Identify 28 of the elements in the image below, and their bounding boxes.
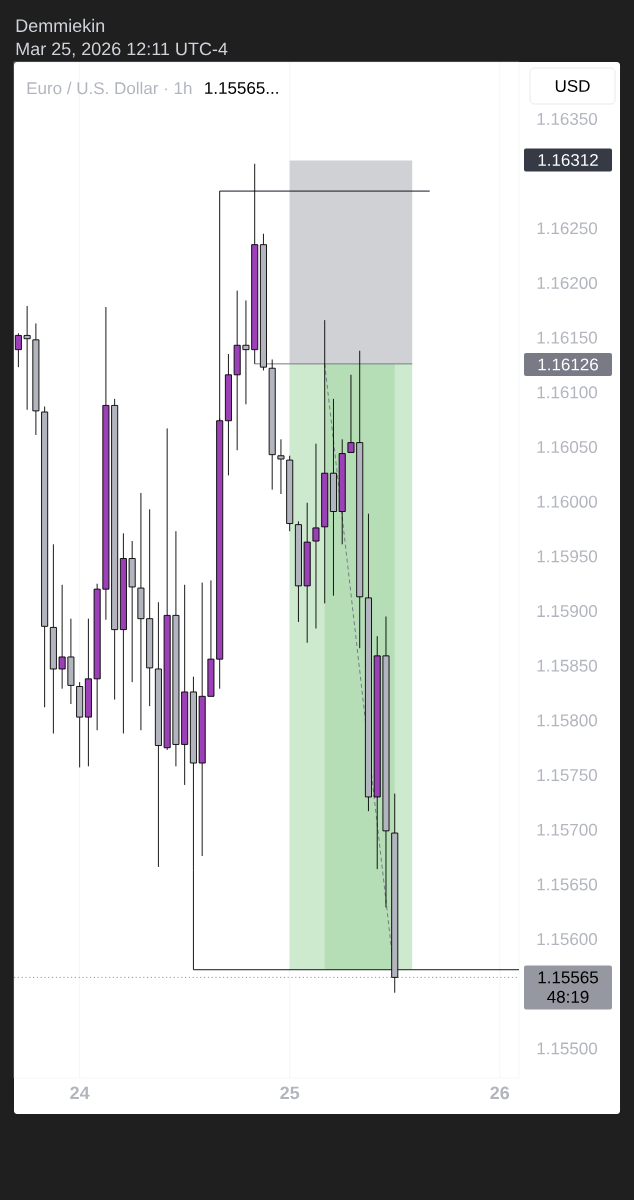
text: Demmiekin bbox=[16, 18, 105, 33]
text: Euro / U.S. Dollar · 1h bbox=[27, 81, 192, 95]
y-tick-label: 1.16200 bbox=[537, 276, 598, 289]
text: 1.15565... bbox=[205, 81, 278, 95]
text: 1.16126 bbox=[538, 358, 598, 371]
y-tick-label: 1.16150 bbox=[537, 331, 598, 344]
y-tick-label: 1.16250 bbox=[537, 222, 598, 235]
x-tick-label: 26 bbox=[490, 1086, 510, 1100]
y-tick-label: 1.15600 bbox=[537, 933, 598, 946]
y-tick-label: 1.16000 bbox=[537, 495, 598, 508]
y-tick-label: 1.15700 bbox=[537, 823, 598, 836]
y-tick-label: 1.15800 bbox=[537, 714, 598, 727]
y-tick-label: 1.15850 bbox=[537, 659, 598, 672]
y-tick-label: 1.16100 bbox=[537, 386, 598, 399]
text: 1.16312 bbox=[538, 153, 598, 167]
text: USD bbox=[555, 79, 590, 93]
y-tick-label: 1.16050 bbox=[537, 440, 598, 454]
y-tick-label: 1.15750 bbox=[537, 769, 598, 782]
y-tick-label: 1.15900 bbox=[537, 605, 598, 618]
x-tick-label: 24 bbox=[70, 1086, 90, 1100]
y-tick-label: 1.15500 bbox=[537, 1042, 598, 1055]
x-tick-label: 25 bbox=[280, 1086, 300, 1100]
y-tick-label: 1.15650 bbox=[537, 878, 598, 891]
ref-line-label: 1.15565 bbox=[538, 971, 598, 984]
text: Mar 25, 2026 12:11 UTC-4 bbox=[16, 42, 228, 58]
y-tick-label: 1.16350 bbox=[537, 112, 598, 125]
text: 48:19 bbox=[547, 990, 589, 1003]
y-tick-label: 1.15950 bbox=[537, 550, 598, 563]
